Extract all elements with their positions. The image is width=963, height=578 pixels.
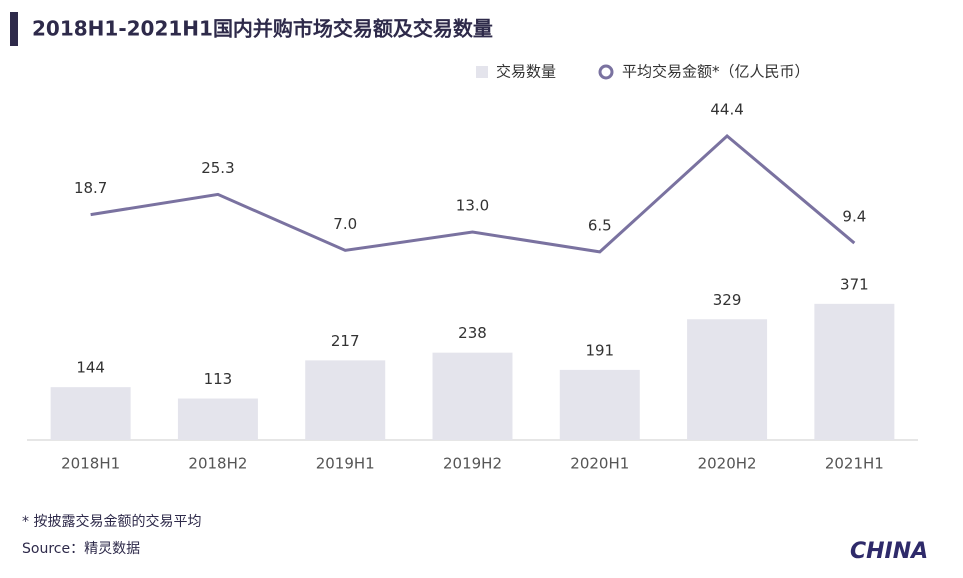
x-tick-label: 2019H1 <box>316 455 375 473</box>
data-label: 144 <box>76 359 105 377</box>
data-label: 371 <box>840 275 869 293</box>
data-label: 9.4 <box>842 208 866 226</box>
x-tick-label: 2018H1 <box>61 455 120 473</box>
x-tick-label: 2018H2 <box>188 455 247 473</box>
bar <box>559 369 640 440</box>
data-label: 13.0 <box>456 197 489 215</box>
bar <box>177 398 258 440</box>
bar <box>432 352 513 440</box>
data-label: 217 <box>331 332 360 350</box>
bar <box>305 360 386 440</box>
bar <box>814 303 895 440</box>
logo: CHINA <box>850 539 928 564</box>
legend-swatch-line <box>598 64 614 80</box>
legend-label: 交易数量 <box>496 63 556 81</box>
chart-title: 2018H1-2021H1国内并购市场交易额及交易数量 <box>32 17 493 41</box>
data-label: 18.7 <box>74 179 107 197</box>
x-tick-label: 2021H1 <box>825 455 884 473</box>
line <box>90 134 856 254</box>
data-label: 329 <box>713 291 742 309</box>
legend-label: 平均交易金额*（亿人民币） <box>622 63 810 81</box>
data-label: 25.3 <box>201 159 234 177</box>
title-accent <box>10 12 18 46</box>
data-label: 191 <box>585 341 614 359</box>
x-tick-label: 2020H2 <box>698 455 757 473</box>
source: Source：精灵数据 <box>22 541 140 557</box>
bar <box>50 387 131 440</box>
data-label: 113 <box>204 370 233 388</box>
legend-swatch-bar <box>476 66 488 78</box>
data-label: 6.5 <box>588 216 612 234</box>
bar <box>687 319 768 440</box>
footnote: * 按披露交易金额的交易平均 <box>22 513 201 530</box>
x-tick-label: 2020H1 <box>570 455 629 473</box>
data-label: 44.4 <box>710 101 743 119</box>
x-tick-label: 2019H2 <box>443 455 502 473</box>
data-label: 7.0 <box>333 215 357 233</box>
data-label: 238 <box>458 324 487 342</box>
